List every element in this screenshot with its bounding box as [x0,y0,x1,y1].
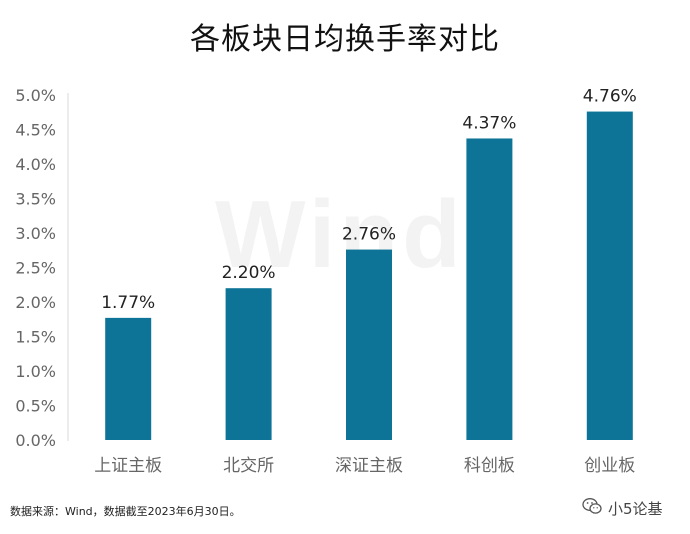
bar [466,138,513,440]
category-label: 创业板 [584,456,635,476]
y-tick-label: 2.0% [15,293,56,312]
y-tick-label: 1.5% [15,328,56,347]
y-tick-label: 5.0% [15,86,56,105]
data-labels: 1.77% 2.20% 2.76% 4.37% 4.76% [101,87,637,313]
bar [586,111,633,440]
y-tick-label: 0.5% [15,397,56,416]
category-label: 北交所 [223,456,274,476]
y-tick-label: 4.0% [15,155,56,174]
bar [225,288,272,440]
y-tick-label: 0.0% [15,431,56,450]
category-label: 科创板 [464,456,515,476]
x-axis-categories: 上证主板 北交所 深证主板 科创板 创业板 [94,456,635,476]
bar-value-label: 1.77% [101,293,155,313]
wechat-icon [582,497,602,519]
watermark: Wind [215,180,465,290]
y-tick-label: 1.0% [15,362,56,381]
y-tick-label: 2.5% [15,259,56,278]
bar [346,249,392,440]
bar-value-label: 2.20% [222,263,276,283]
y-tick-label: 4.5% [15,121,56,140]
source-note: 数据来源：Wind，数据截至2023年6月30日。 [10,505,241,518]
y-axis-ticks: 0.0% 0.5% 1.0% 1.5% 2.0% 2.5% 3.0% 3.5% 4.0% 4.5%… [15,86,56,450]
brand: 小5论基 [582,497,663,519]
y-tick-label: 3.5% [15,190,56,209]
bar-value-label: 2.76% [342,225,396,245]
category-label: 上证主板 [94,456,162,476]
brand-name: 小5论基 [608,499,663,518]
bar-value-label: 4.76% [583,87,637,107]
y-tick-label: 3.0% [15,224,56,243]
category-label: 深证主板 [335,456,403,476]
chart-title: 各板块日均换手率对比 [190,22,500,57]
bar [105,317,152,440]
bars [105,111,633,440]
bar-value-label: 4.37% [462,113,516,133]
